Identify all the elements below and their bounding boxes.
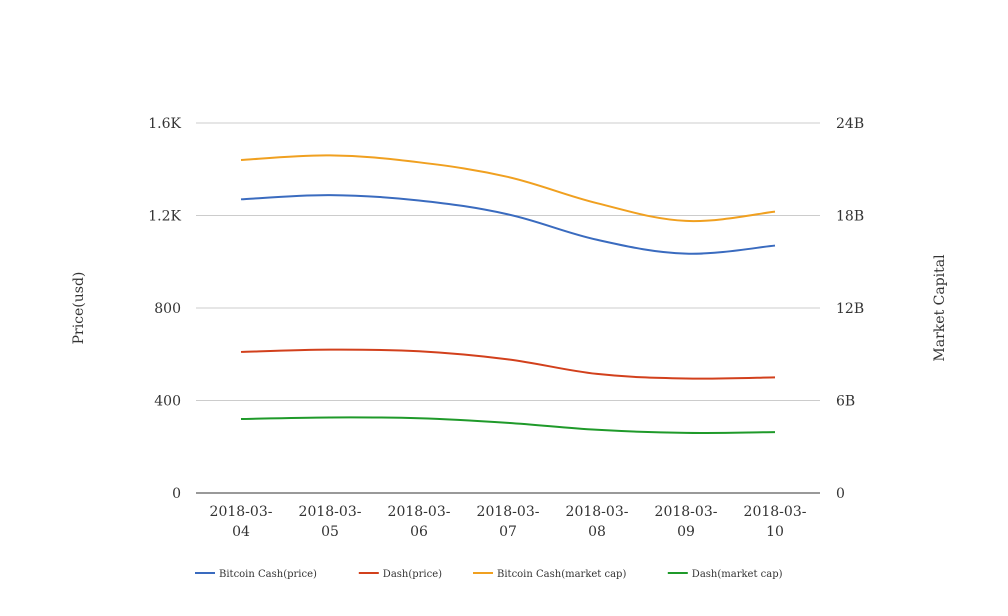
x-tick-label: 2018-03-05 <box>299 504 362 540</box>
x-tick-label: 2018-03-09 <box>655 504 718 540</box>
right-tick-label: 12B <box>836 301 864 317</box>
legend-label: Bitcoin Cash(price) <box>219 569 317 580</box>
right-axis-label: Market Capital <box>932 254 948 362</box>
left-tick-label: 0 <box>172 486 181 502</box>
legend-label: Dash(market cap) <box>692 569 783 580</box>
legend: Bitcoin Cash(price) Dash(price) Bitcoin Ca… <box>195 569 783 580</box>
x-tick-label: 2018-03-06 <box>388 504 451 540</box>
right-tick-label: 0 <box>836 486 845 502</box>
grid-lines <box>196 122 820 494</box>
x-axis-ticks: 2018-03-04 2018-03-05 2018-03-06 2018-03-07… <box>210 504 807 540</box>
x-tick-label: 2018-03-04 <box>210 504 273 540</box>
left-tick-label: 1.6K <box>148 116 181 132</box>
right-tick-label: 24B <box>836 116 864 132</box>
right-tick-label: 6B <box>836 394 855 410</box>
series-lines <box>240 154 776 434</box>
left-axis-label: Price(usd) <box>71 272 87 345</box>
x-tick-label: 2018-03-07 <box>477 504 540 540</box>
left-tick-label: 1.2K <box>148 209 181 225</box>
series-line-0 <box>240 194 776 255</box>
x-tick-label: 2018-03-10 <box>744 504 807 540</box>
series-line-2 <box>240 154 776 223</box>
right-tick-label: 18B <box>836 209 864 225</box>
series-line-1 <box>240 348 776 380</box>
legend-label: Dash(price) <box>383 569 442 580</box>
legend-label: Bitcoin Cash(market cap) <box>497 569 626 580</box>
right-axis-ticks: 0 6B 12B 18B 24B <box>836 116 864 502</box>
x-tick-label: 2018-03-08 <box>566 504 629 540</box>
left-axis-ticks: 0 400 800 1.2K 1.6K <box>148 116 181 502</box>
left-tick-label: 400 <box>154 394 181 410</box>
left-tick-label: 800 <box>154 301 181 317</box>
series-line-3 <box>240 416 776 434</box>
